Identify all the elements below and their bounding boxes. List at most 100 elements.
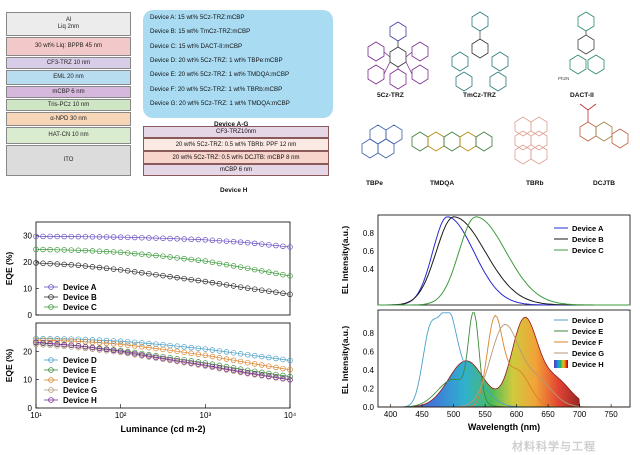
- watermark-text: 材料科学与工程: [512, 441, 596, 453]
- legend-marker: [48, 294, 54, 300]
- data-point: [259, 241, 265, 247]
- data-point: [244, 285, 251, 291]
- data-point: [202, 346, 209, 352]
- legend-swatch: [554, 360, 568, 368]
- data-point: [160, 272, 166, 279]
- device-h-layer: CF3-TRZ10nm: [143, 126, 329, 138]
- data-point: [153, 252, 159, 259]
- data-point: [40, 233, 46, 240]
- data-point: [146, 235, 152, 241]
- label-tbpe: TBPe: [366, 180, 383, 187]
- data-point: [75, 344, 82, 351]
- data-point: [280, 365, 286, 372]
- x-tick-label: 10⁴: [284, 411, 297, 420]
- data-point: [280, 356, 286, 363]
- data-point: [61, 336, 67, 342]
- data-point: [237, 351, 244, 357]
- data-point: [68, 342, 75, 348]
- x-axis-label: Wavelength (nm): [468, 422, 540, 432]
- data-point: [54, 261, 60, 267]
- data-point: [259, 287, 265, 293]
- data-point: [251, 361, 258, 367]
- x-tick-label: 500: [447, 410, 461, 419]
- data-point: [287, 367, 293, 373]
- data-point: [54, 336, 60, 342]
- legend-label: Device D: [572, 316, 604, 325]
- data-point: [82, 263, 89, 269]
- data-point: [195, 351, 202, 358]
- data-point: [54, 337, 60, 344]
- data-point: [244, 351, 251, 358]
- legend-label: Device C: [63, 303, 97, 312]
- data-point: [266, 370, 272, 377]
- data-point: [89, 234, 96, 240]
- plot-frame: [35, 322, 291, 409]
- y-tick-label: 0.4: [363, 265, 375, 274]
- data-point: [96, 248, 103, 255]
- data-point: [33, 335, 39, 342]
- data-point: [68, 262, 75, 268]
- data-point: [287, 273, 293, 279]
- data-point: [103, 340, 110, 347]
- data-point: [117, 348, 124, 355]
- data-point: [280, 271, 286, 278]
- dact-sub-label: Ph2N: [558, 76, 569, 81]
- legend-label: Device A: [572, 224, 604, 233]
- molecule-tbpe: [361, 124, 403, 159]
- data-point: [96, 264, 103, 271]
- data-point: [146, 270, 152, 277]
- data-point: [209, 347, 216, 353]
- data-point: [124, 250, 131, 256]
- x-tick-label: 650: [541, 410, 555, 419]
- data-point: [132, 250, 138, 257]
- molecule-tmcz-trz: [451, 11, 509, 92]
- device-h-layer: 20 wt% 5Cz-TRZ: 0.5 wt% DCJTB: mCBP 8 nm: [143, 151, 329, 164]
- data-point: [174, 255, 180, 261]
- data-point: [40, 260, 46, 267]
- data-point: [89, 339, 96, 346]
- data-point: [153, 271, 159, 278]
- data-point: [54, 247, 60, 253]
- data-point: [209, 279, 216, 286]
- data-point: [110, 234, 117, 240]
- data-point: [230, 357, 237, 363]
- data-point: [82, 344, 89, 350]
- data-point: [167, 254, 173, 260]
- y-tick-label: 10: [23, 284, 32, 293]
- data-point: [237, 239, 244, 245]
- stack-layer: ITO: [6, 145, 131, 176]
- data-point: [117, 234, 124, 240]
- data-point: [54, 233, 60, 240]
- data-point: [251, 266, 258, 273]
- data-point: [61, 247, 67, 253]
- data-point: [223, 366, 230, 372]
- data-point: [160, 355, 166, 362]
- data-point: [181, 236, 187, 242]
- data-point: [181, 359, 187, 365]
- data-point: [167, 347, 173, 354]
- data-point: [287, 291, 293, 298]
- data-point: [153, 341, 159, 347]
- data-point: [230, 350, 237, 356]
- data-point: [195, 345, 202, 352]
- legend-marker: [48, 367, 54, 373]
- data-point: [89, 264, 96, 270]
- series-line: [35, 339, 291, 371]
- data-point: [216, 260, 223, 267]
- data-point: [68, 338, 75, 344]
- data-point: [110, 341, 117, 347]
- data-point: [47, 233, 53, 240]
- data-point: [188, 344, 194, 351]
- data-point: [124, 338, 131, 345]
- data-point: [146, 340, 152, 347]
- data-point: [68, 344, 75, 350]
- data-point: [266, 373, 272, 380]
- data-point: [132, 343, 138, 349]
- data-point: [33, 341, 39, 348]
- data-point: [230, 263, 237, 269]
- data-point: [195, 277, 202, 284]
- legend-label: Device H: [63, 396, 97, 405]
- data-point: [110, 347, 117, 354]
- data-point: [153, 354, 159, 361]
